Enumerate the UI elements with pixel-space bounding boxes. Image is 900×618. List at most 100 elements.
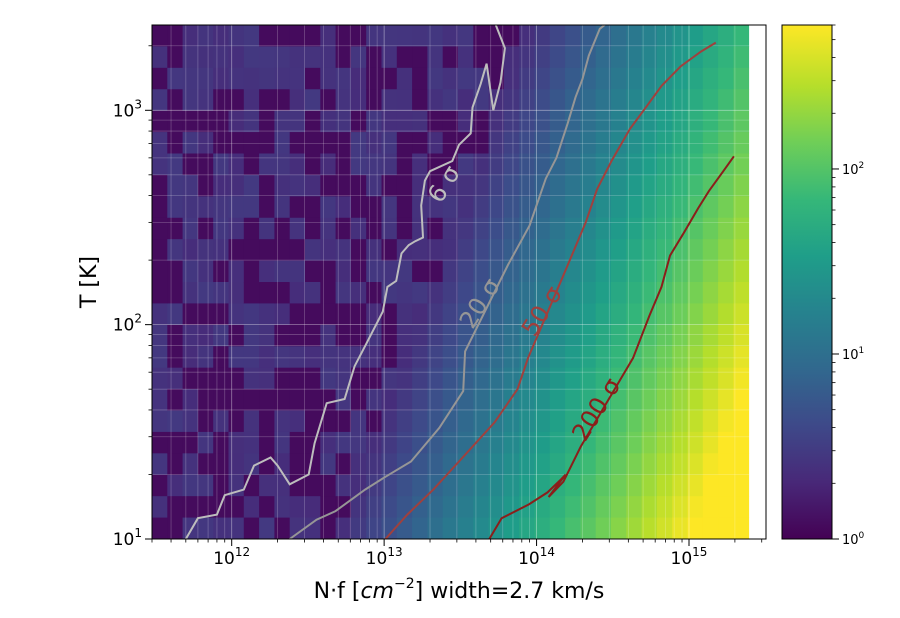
heatmap-cell <box>335 239 352 261</box>
heatmap-cell <box>702 153 719 176</box>
heatmap-cell <box>381 67 398 90</box>
heatmap-cell <box>519 89 535 112</box>
heatmap-cell <box>167 389 183 411</box>
heatmap-cell <box>289 410 306 433</box>
heatmap-cell <box>320 303 336 326</box>
heatmap-cell <box>396 517 413 539</box>
heatmap-cell <box>228 260 245 283</box>
heatmap-cell <box>565 496 581 518</box>
heatmap-cell <box>595 260 612 283</box>
heatmap-cell <box>213 474 229 497</box>
heatmap-cell <box>503 303 520 326</box>
heatmap-cell <box>213 174 229 197</box>
heatmap-cell <box>534 89 551 112</box>
heatmap-cell <box>534 367 551 390</box>
heatmap-cell <box>626 132 642 154</box>
heatmap-cell <box>503 324 520 347</box>
heatmap-cell <box>519 239 535 261</box>
heatmap-cell <box>289 496 306 518</box>
heatmap-cell <box>427 282 444 304</box>
heatmap-cell <box>213 25 229 47</box>
heatmap-cell <box>381 367 398 390</box>
heatmap-cell <box>259 517 275 539</box>
heatmap-cell <box>641 239 658 261</box>
heatmap-cell <box>320 132 336 154</box>
heatmap-cell <box>672 282 688 304</box>
heatmap-cell <box>641 410 658 433</box>
heatmap-cell <box>213 217 229 240</box>
heatmap-cell <box>366 453 382 476</box>
heatmap-cell <box>167 196 183 219</box>
heatmap-cell <box>213 389 229 411</box>
heatmap-cell <box>534 110 551 133</box>
heatmap-cell <box>213 324 229 347</box>
heatmap-cell <box>641 431 658 454</box>
heatmap-cell <box>549 303 566 326</box>
heatmap-cell <box>656 239 673 261</box>
heatmap-cell <box>197 67 214 90</box>
heatmap-cell <box>534 239 551 261</box>
heatmap-cell <box>182 239 199 261</box>
heatmap-cell <box>213 453 229 476</box>
heatmap-cell <box>672 410 688 433</box>
heatmap-cell <box>427 217 444 240</box>
heatmap-cell <box>549 46 566 69</box>
x-tick-label: 1014 <box>518 545 555 569</box>
heatmap-cell <box>259 67 275 90</box>
heatmap-cell <box>473 453 489 476</box>
heatmap-cell <box>656 324 673 347</box>
heatmap-cell <box>611 474 627 497</box>
heatmap-cell <box>442 196 459 219</box>
contour-line <box>184 25 506 539</box>
heatmap-cell <box>213 260 229 283</box>
heatmap-cell <box>381 196 398 219</box>
heatmap-cell <box>320 153 336 176</box>
heatmap-cell <box>488 174 505 197</box>
heatmap-cell <box>458 196 474 219</box>
heatmap-cell <box>488 110 505 133</box>
heatmap-cell <box>473 239 489 261</box>
heatmap-cell <box>228 517 245 539</box>
heatmap-cell <box>243 132 260 154</box>
heatmap-cell <box>702 324 719 347</box>
heatmap-cell <box>412 239 428 261</box>
heatmap-cell <box>626 324 642 347</box>
heatmap-cell <box>503 431 520 454</box>
heatmap-cell <box>412 132 428 154</box>
heatmap-cell <box>289 282 306 304</box>
heatmap-cell <box>274 132 291 154</box>
heatmap-cell <box>718 239 734 261</box>
heatmap-cell <box>503 174 520 197</box>
heatmap-cell <box>488 217 505 240</box>
heatmap-cell <box>718 303 734 326</box>
heatmap-cell <box>626 453 642 476</box>
heatmap-cell <box>473 132 489 154</box>
heatmap-cell <box>182 196 199 219</box>
heatmap-cell <box>702 260 719 283</box>
heatmap-cell <box>733 260 750 283</box>
heatmap-cell <box>305 496 321 518</box>
heatmap-cell <box>259 431 275 454</box>
heatmap-cell <box>259 110 275 133</box>
heatmap-cell <box>305 410 321 433</box>
heatmap-cell <box>152 324 168 347</box>
heatmap-cell <box>503 196 520 219</box>
x-tick-label: 1013 <box>366 545 403 569</box>
heatmap-cell <box>534 25 551 47</box>
heatmap-cell <box>320 89 336 112</box>
heatmap-cell <box>687 110 704 133</box>
heatmap-cell <box>350 496 367 518</box>
heatmap-cell <box>427 260 444 283</box>
heatmap-cell <box>549 239 566 261</box>
heatmap-cell <box>580 174 597 197</box>
heatmap-cell <box>519 474 535 497</box>
heatmap-cell <box>335 517 352 539</box>
heatmap-cell <box>335 260 352 283</box>
heatmap-cell <box>549 389 566 411</box>
heatmap-cell <box>427 196 444 219</box>
heatmap-cell <box>687 410 704 433</box>
heatmap-cell <box>519 303 535 326</box>
heatmap-cell <box>565 346 581 369</box>
heatmap-cell <box>626 474 642 497</box>
heatmap-cell <box>152 110 168 133</box>
